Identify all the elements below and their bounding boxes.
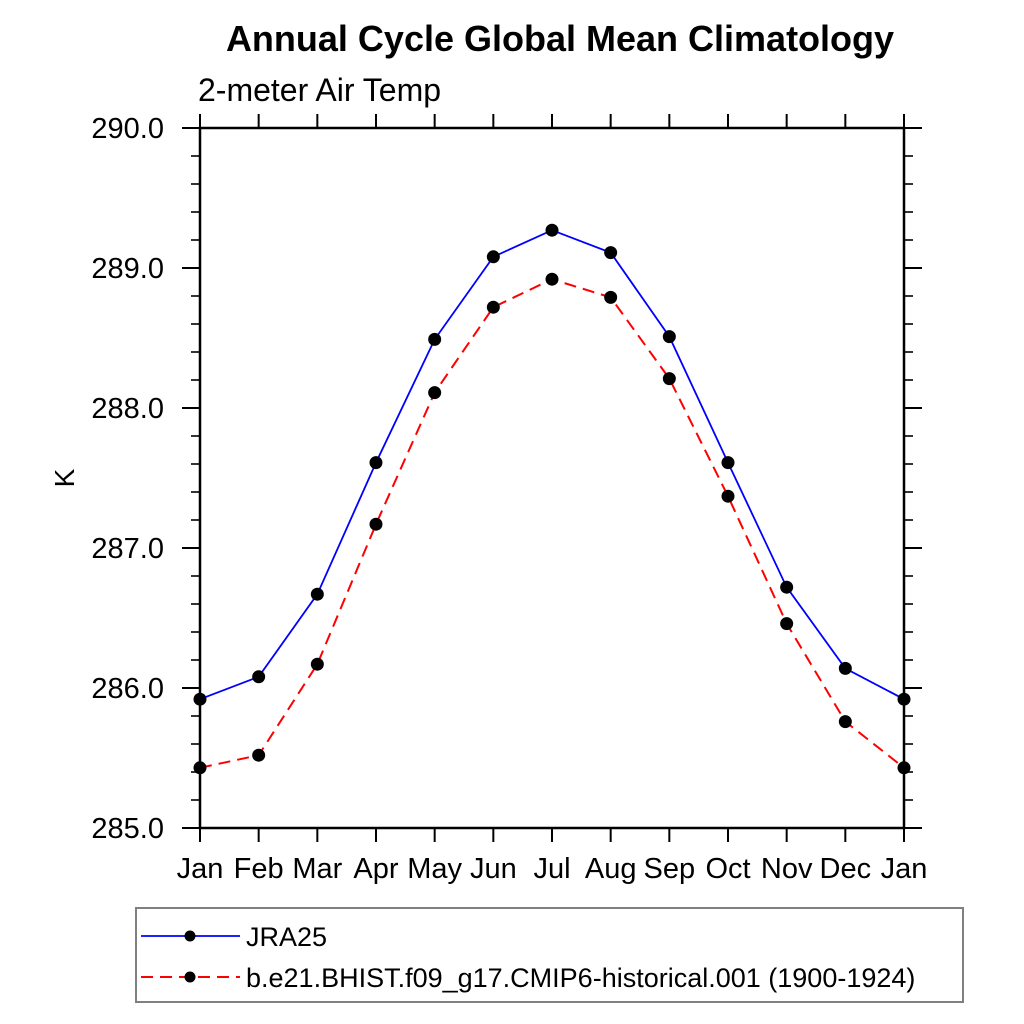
y-tick-label: 289.0: [91, 253, 164, 285]
x-tick-label: Jan: [177, 853, 224, 885]
x-tick-label: Jul: [533, 853, 570, 885]
y-tick-label: 286.0: [91, 673, 164, 705]
data-point-marker: [662, 330, 676, 344]
plot-series: [193, 223, 911, 775]
data-point-marker: [545, 223, 559, 237]
data-point-marker: [310, 587, 324, 601]
data-point-marker: [662, 372, 676, 386]
data-point-marker: [780, 617, 794, 631]
x-tick-label: Sep: [644, 853, 696, 885]
x-tick-label: Feb: [234, 853, 284, 885]
legend: JRA25 b.e21.BHIST.f09_g17.CMIP6-historica…: [135, 907, 964, 1003]
data-point-marker: [838, 661, 852, 675]
data-point-marker: [838, 715, 852, 729]
data-point-marker: [428, 386, 442, 400]
plot-axes: Jan Feb Mar Apr May Jun Jul Aug Sep Oct Nov Dec Jan 2…: [91, 113, 927, 885]
chart-subtitle: 2-meter Air Temp: [198, 72, 441, 108]
y-tick-label: 285.0: [91, 813, 164, 845]
x-tick-label: Jun: [470, 853, 517, 885]
x-tick-label: Mar: [292, 853, 342, 885]
chart-title: Annual Cycle Global Mean Climatology: [226, 18, 894, 59]
y-tick-label: 287.0: [91, 533, 164, 565]
x-tick-label: Apr: [353, 853, 398, 885]
data-point-marker: [369, 517, 383, 531]
x-tick-label: May: [407, 853, 462, 885]
x-tick-label: Dec: [820, 853, 872, 885]
legend-marker: [184, 971, 196, 983]
data-point-marker: [428, 332, 442, 346]
data-point-marker: [897, 692, 911, 706]
x-tick-label: Jan: [881, 853, 928, 885]
y-axis-label: K: [49, 468, 80, 487]
legend-label: JRA25: [246, 922, 327, 952]
data-point-marker: [193, 692, 207, 706]
x-tick-label: Nov: [761, 853, 813, 885]
legend-box: [135, 907, 964, 1003]
data-point-marker: [193, 761, 207, 775]
legend-label: b.e21.BHIST.f09_g17.CMIP6-historical.001…: [246, 963, 915, 993]
data-point-marker: [369, 456, 383, 470]
y-tick-label: 290.0: [91, 113, 164, 145]
data-point-marker: [721, 489, 735, 503]
x-tick-label: Aug: [585, 853, 637, 885]
data-point-marker: [310, 657, 324, 671]
data-point-marker: [721, 456, 735, 470]
data-point-marker: [604, 246, 618, 260]
data-point-marker: [780, 580, 794, 594]
data-point-marker: [252, 748, 266, 762]
y-tick-label: 288.0: [91, 393, 164, 425]
data-point-marker: [252, 670, 266, 684]
data-point-marker: [897, 761, 911, 775]
data-point-marker: [486, 300, 500, 314]
x-tick-label: Oct: [705, 853, 750, 885]
series-line-1: [199, 278, 905, 769]
series-line-0: [199, 229, 905, 701]
data-point-marker: [545, 272, 559, 286]
data-point-marker: [604, 290, 618, 304]
data-point-marker: [486, 250, 500, 264]
legend-marker: [184, 930, 196, 942]
